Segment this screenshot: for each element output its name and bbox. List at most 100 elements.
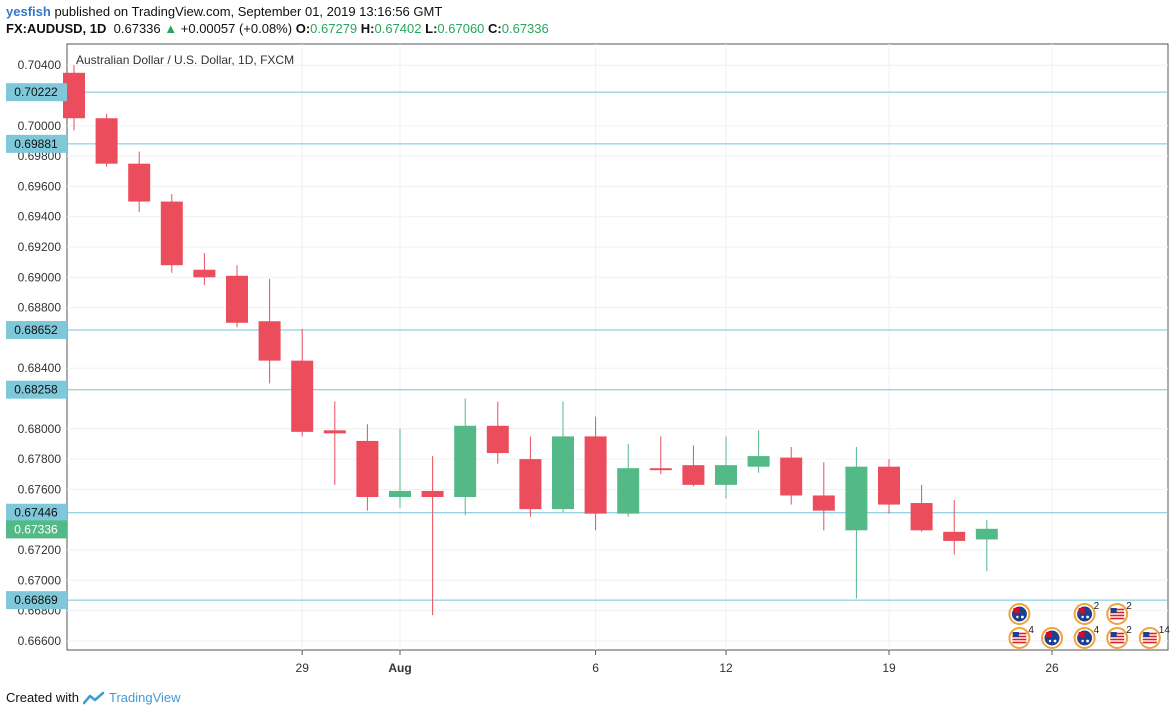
candle-body [780, 457, 803, 496]
chart-title: Australian Dollar / U.S. Dollar, 1D, FXC… [76, 53, 294, 67]
candle-body [878, 466, 900, 505]
y-tick-label: 0.69600 [18, 179, 62, 193]
y-tick-label: 0.66600 [18, 634, 62, 648]
event-count: 2 [1126, 601, 1132, 612]
level-label-bg [6, 503, 67, 522]
level-label: 0.68652 [14, 323, 58, 337]
y-tick-label: 0.68000 [18, 422, 62, 436]
candle-body [519, 459, 542, 510]
y-tick-label: 0.70000 [18, 119, 62, 133]
low-value: 0.67060 [437, 21, 485, 36]
price-change: +0.00057 (+0.08%) [180, 21, 293, 36]
au-flag-icon[interactable] [1008, 603, 1031, 625]
us-flag-icon[interactable]: 14 [1138, 625, 1171, 649]
tradingview-logo-icon [82, 691, 105, 704]
event-count: 2 [1126, 625, 1132, 636]
x-tick-label: 26 [1045, 661, 1059, 675]
open-value: 0.67279 [310, 21, 358, 36]
high-value: 0.67402 [374, 21, 422, 36]
au-flag-icon[interactable]: 4 [1073, 625, 1100, 649]
y-tick-label: 0.70400 [18, 58, 62, 72]
change-up-icon: ▲ [164, 21, 178, 36]
event-count: 2 [1094, 601, 1100, 612]
close-label: C: [488, 21, 502, 36]
us-flag-icon[interactable]: 2 [1106, 625, 1132, 649]
candle-body [975, 528, 998, 540]
level-label-bg [6, 83, 67, 102]
close-value: 0.67336 [501, 21, 549, 36]
candle-body [910, 503, 933, 531]
publish-info: yesfish published on TradingView.com, Se… [6, 4, 442, 19]
candle-body [291, 360, 314, 432]
low-label: L: [425, 21, 438, 36]
tradingview-link[interactable]: TradingView [108, 690, 181, 705]
published-text: published on TradingView.com, September … [54, 4, 443, 19]
us-flag-icon[interactable]: 4 [1008, 625, 1034, 649]
y-tick-label: 0.67800 [18, 452, 62, 466]
level-label: 0.66869 [14, 593, 58, 607]
candlestick-chart[interactable]: 0.704000.700000.698000.696000.694000.692… [0, 42, 1176, 682]
y-tick-label: 0.68800 [18, 301, 62, 315]
level-label: 0.68258 [14, 383, 58, 397]
candle-body [356, 440, 379, 497]
au-flag-icon[interactable] [1041, 627, 1063, 649]
author-name[interactable]: yesfish [6, 4, 51, 19]
candle-body [845, 466, 868, 531]
event-count: 4 [1028, 625, 1034, 636]
candle-body [454, 425, 477, 497]
us-flag-icon[interactable]: 2 [1106, 601, 1132, 625]
open-label: O: [295, 21, 311, 36]
candle-body [389, 490, 411, 497]
candle-body [128, 163, 151, 202]
y-tick-label: 0.69200 [18, 240, 62, 254]
current-price-bg [6, 520, 67, 539]
candle-body [95, 118, 118, 164]
y-tick-label: 0.67000 [18, 573, 62, 587]
level-label-bg [6, 380, 67, 399]
symbol-label: FX:AUDUSD, 1D [6, 21, 107, 36]
high-label: H: [360, 21, 375, 36]
event-count: 4 [1094, 625, 1100, 636]
candle-body [649, 468, 672, 471]
level-label: 0.70222 [14, 85, 58, 99]
candle-body [193, 269, 216, 278]
y-tick-label: 0.69000 [18, 270, 62, 284]
y-tick-label: 0.68400 [18, 361, 62, 375]
created-with-text: Created with [6, 690, 79, 705]
candle-body [617, 468, 640, 514]
x-tick-label: 12 [719, 661, 733, 675]
y-tick-label: 0.67600 [18, 482, 62, 496]
candle-body [715, 465, 737, 485]
current-price-label: 0.67336 [14, 522, 58, 536]
candle-body [552, 436, 574, 510]
y-tick-label: 0.67200 [18, 543, 62, 557]
level-label: 0.69881 [14, 137, 58, 151]
footer: Created with TradingView [6, 690, 181, 705]
x-tick-label: Aug [388, 661, 411, 675]
candle-body [682, 465, 705, 485]
candle-body [812, 495, 835, 511]
level-label-bg [6, 321, 67, 340]
level-label-bg [6, 591, 67, 610]
au-flag-icon[interactable]: 2 [1073, 601, 1100, 625]
candle-body [747, 456, 770, 467]
candle-body [943, 531, 966, 541]
plot-frame [66, 43, 1169, 651]
symbol-info: FX:AUDUSD, 1D 0.67336 ▲ +0.00057 (+0.08%… [6, 21, 549, 36]
x-tick-label: 6 [592, 661, 599, 675]
level-label-bg [6, 134, 67, 153]
candle-body [63, 72, 85, 119]
candle-body [323, 430, 346, 434]
candle-body [160, 201, 183, 266]
last-price: 0.67336 [113, 21, 161, 36]
candle-body [421, 490, 444, 497]
candle-body [584, 436, 607, 514]
y-tick-label: 0.69400 [18, 210, 62, 224]
candle-body [258, 321, 281, 361]
event-count: 14 [1159, 625, 1171, 636]
x-tick-label: 29 [296, 661, 310, 675]
level-label: 0.67446 [14, 506, 58, 520]
x-tick-label: 19 [882, 661, 896, 675]
candle-body [486, 425, 509, 454]
candle-body [226, 275, 248, 323]
